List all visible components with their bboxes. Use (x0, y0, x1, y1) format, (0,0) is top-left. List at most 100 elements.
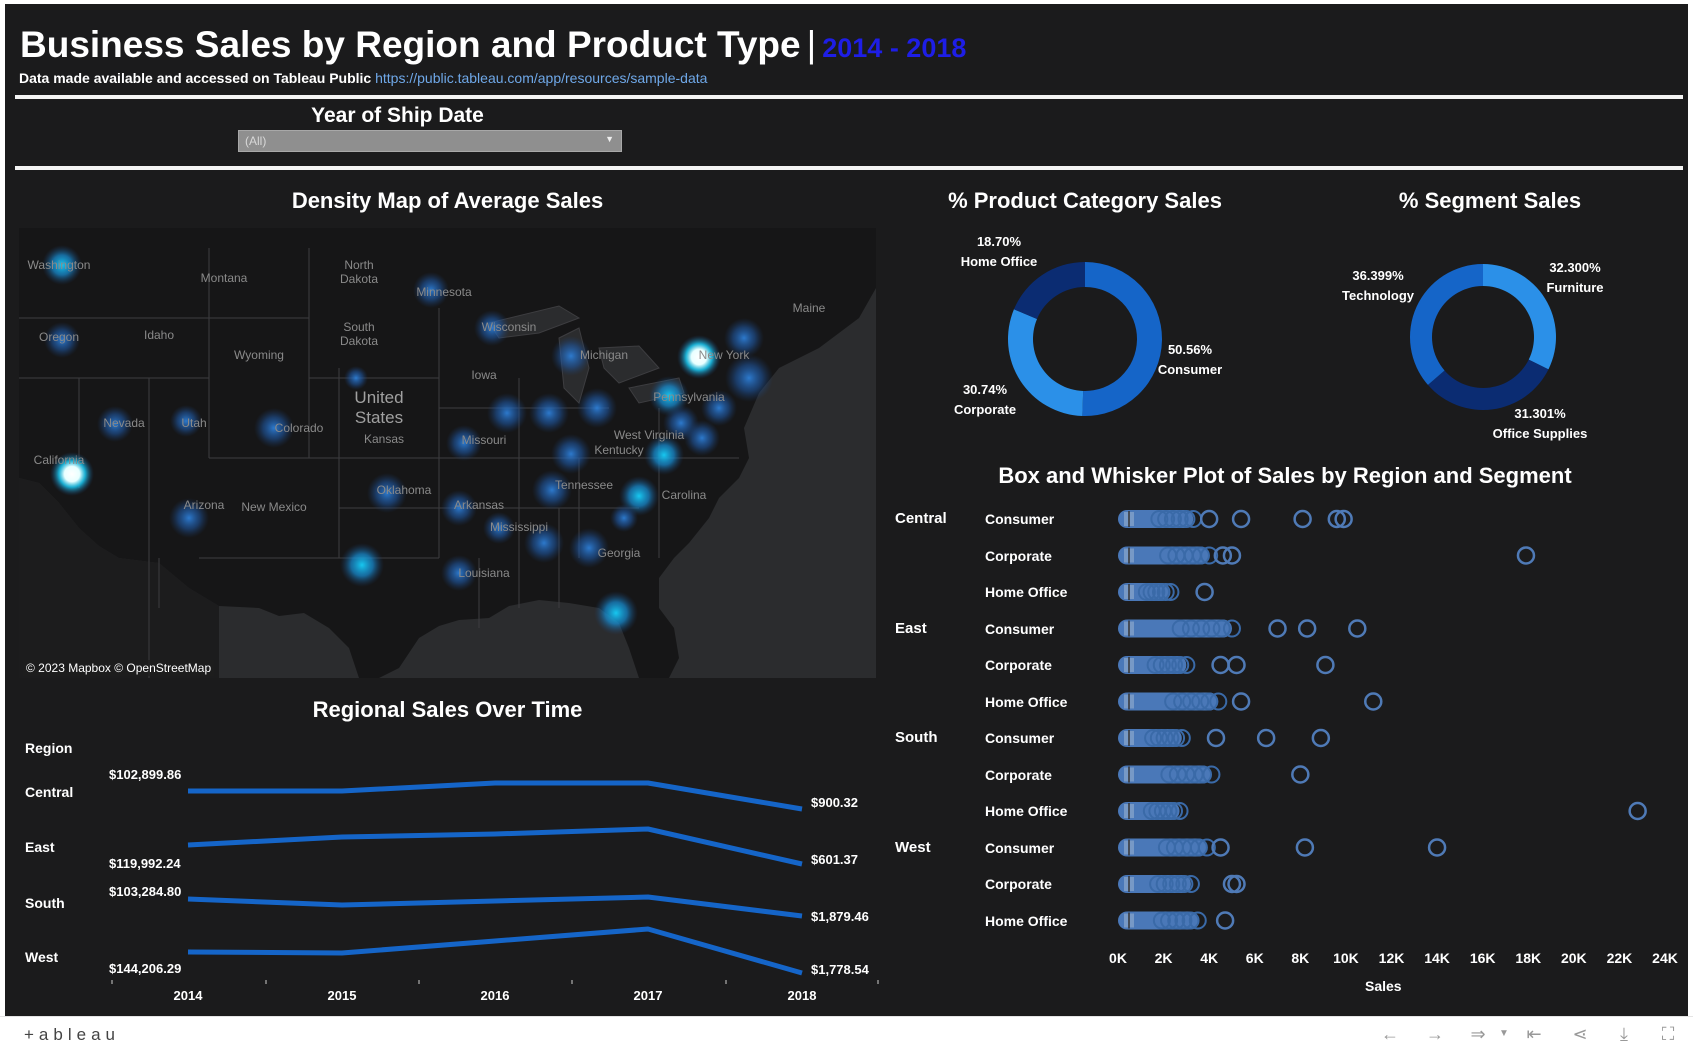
box-outlier[interactable] (1297, 619, 1317, 638)
download-icon[interactable]: ⤓ (1620, 1024, 1628, 1044)
box-outlier[interactable] (1206, 728, 1226, 748)
box-row[interactable] (1118, 765, 1310, 784)
box-outlier[interactable] (1364, 692, 1383, 711)
donut-slice-consumer[interactable] (1082, 262, 1162, 416)
box-outlier[interactable] (1227, 874, 1246, 894)
category-donut-chart[interactable] (1005, 259, 1165, 419)
density-dot[interactable] (441, 490, 477, 526)
density-dot[interactable] (367, 473, 407, 513)
density-dot[interactable] (569, 528, 609, 568)
line-series-west[interactable] (187, 926, 803, 976)
density-dot[interactable] (524, 523, 564, 563)
box-outlier[interactable] (1311, 728, 1331, 748)
box-outlier[interactable] (1427, 838, 1447, 857)
box-row[interactable] (1118, 582, 1214, 602)
box-outlier[interactable] (1268, 619, 1287, 638)
box-row[interactable] (1118, 728, 1331, 748)
density-dot[interactable] (483, 512, 515, 544)
box-outlier[interactable] (1293, 509, 1312, 529)
box-point (1202, 765, 1221, 784)
box-segment-label: Consumer (985, 620, 1055, 637)
line-series-central[interactable] (188, 780, 803, 812)
box-outlier[interactable] (1195, 582, 1214, 602)
year-filter-dropdown[interactable]: (All) ▼ (238, 130, 622, 152)
density-dot[interactable] (701, 390, 737, 426)
density-dot[interactable] (97, 406, 133, 442)
box-row[interactable] (1118, 692, 1383, 711)
density-dot[interactable] (532, 470, 572, 510)
density-dot[interactable] (577, 388, 617, 428)
density-dot[interactable] (551, 336, 591, 376)
density-dot[interactable] (594, 591, 638, 635)
box-plot-canvas[interactable] (5, 4, 1688, 1016)
density-dot[interactable] (551, 434, 591, 474)
donut-slice-technology[interactable] (1410, 264, 1483, 385)
density-dot[interactable] (50, 452, 94, 496)
box-outlier[interactable] (1227, 655, 1246, 675)
reset-icon[interactable]: ⇤ (1526, 1024, 1542, 1044)
box-outlier[interactable] (1222, 546, 1242, 565)
donut-slice-office-supplies[interactable] (1427, 359, 1549, 410)
density-dot[interactable] (254, 408, 294, 448)
density-dot[interactable] (344, 366, 368, 390)
undo-icon[interactable]: ← (1381, 1024, 1399, 1044)
box-outlier[interactable] (1215, 911, 1235, 930)
box-outlier[interactable] (1316, 655, 1335, 675)
density-dot[interactable] (44, 322, 80, 358)
box-point (1167, 729, 1186, 747)
box-outlier[interactable] (1295, 838, 1315, 857)
fullscreen-icon[interactable]: ⛶ (1661, 1024, 1675, 1044)
box-point (1194, 765, 1213, 784)
box-outlier[interactable] (1516, 546, 1536, 565)
density-dot[interactable] (644, 435, 684, 475)
box-outlier[interactable] (1213, 546, 1233, 565)
line-series-east[interactable] (187, 826, 803, 867)
box-row[interactable] (1118, 655, 1335, 675)
box-outlier[interactable] (1256, 728, 1276, 748)
density-dot[interactable] (725, 354, 773, 402)
density-dot[interactable] (474, 310, 510, 346)
density-dot[interactable] (169, 498, 209, 538)
line-series-south[interactable] (187, 894, 803, 919)
donut-slice-corporate[interactable] (1008, 309, 1084, 416)
box-row[interactable] (1118, 911, 1235, 930)
box-outlier[interactable] (1628, 801, 1647, 821)
box-row[interactable] (1118, 509, 1353, 529)
box-outlier[interactable] (1327, 509, 1347, 529)
density-dot[interactable] (170, 405, 202, 437)
donut-slice-furniture[interactable] (1483, 264, 1556, 370)
density-dot[interactable] (684, 420, 720, 456)
redo-icon[interactable]: → (1426, 1024, 1444, 1044)
box-outlier[interactable] (1291, 765, 1310, 784)
box-outlier[interactable] (1334, 509, 1353, 529)
share-icon[interactable]: ⋖ (1572, 1024, 1588, 1044)
density-map[interactable]: Washington Montana North Dakota Minnesota Ma… (19, 228, 876, 678)
box-outlier[interactable] (1211, 838, 1230, 857)
box-row[interactable] (1118, 619, 1367, 638)
density-dot[interactable] (340, 543, 384, 587)
segment-donut-chart[interactable] (1408, 262, 1558, 412)
donut-slice-home-office[interactable] (1013, 262, 1085, 319)
density-dot[interactable] (42, 245, 82, 285)
box-outlier[interactable] (1231, 692, 1251, 711)
box-row[interactable] (1118, 838, 1447, 857)
revert-icon[interactable]: ⇒ (1470, 1024, 1486, 1044)
box-outlier[interactable] (1211, 655, 1230, 675)
box-row[interactable] (1118, 874, 1246, 894)
box-outlier[interactable] (1199, 509, 1219, 529)
data-source-link[interactable]: https://public.tableau.com/app/resources… (375, 70, 708, 86)
density-dot[interactable] (441, 555, 477, 591)
box-row[interactable] (1118, 801, 1647, 821)
density-dot[interactable] (610, 504, 638, 532)
revert-dropdown-icon[interactable]: ▼ (1499, 1028, 1509, 1039)
box-row[interactable] (1118, 546, 1536, 565)
density-dot[interactable] (529, 393, 569, 433)
density-dot[interactable] (413, 272, 449, 308)
density-dot[interactable] (677, 335, 721, 379)
box-outlier[interactable] (1348, 619, 1367, 638)
tableau-logo[interactable]: +ableau (24, 1025, 120, 1044)
density-dot[interactable] (487, 393, 527, 433)
density-dot[interactable] (446, 425, 482, 461)
box-outlier[interactable] (1231, 509, 1251, 529)
density-dot[interactable] (724, 318, 764, 358)
